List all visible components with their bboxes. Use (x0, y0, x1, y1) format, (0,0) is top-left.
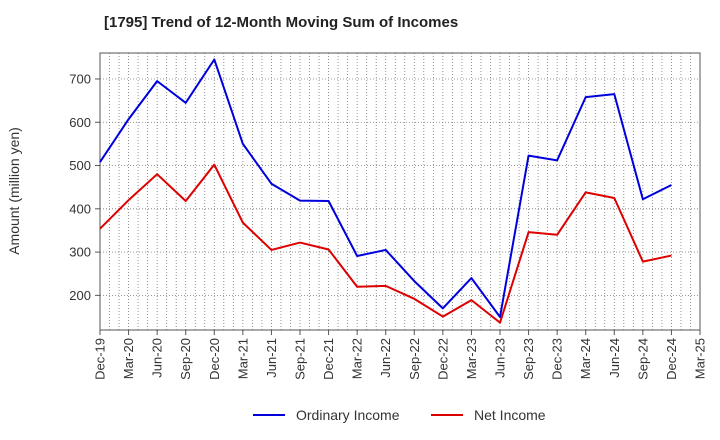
legend-label: Ordinary Income (296, 407, 400, 423)
x-tick-label: Mar-20 (121, 338, 136, 379)
grid (100, 53, 700, 330)
x-tick-label: Jun-21 (264, 338, 279, 378)
x-tick-label: Mar-21 (235, 338, 250, 379)
plot-frame (99, 52, 701, 331)
x-tick-label: Jun-24 (607, 338, 622, 378)
y-tick-label: 600 (69, 115, 91, 130)
x-tick-label: Sep-24 (635, 338, 650, 380)
x-tick-label: Mar-24 (578, 338, 593, 379)
x-tick-label: Sep-22 (407, 338, 422, 380)
legend-label: Net Income (474, 407, 546, 423)
x-tick-label: Mar-23 (464, 338, 479, 379)
x-tick-label: Sep-20 (178, 338, 193, 380)
x-tick-label: Dec-21 (321, 338, 336, 380)
series-line-net-income (99, 163, 672, 324)
y-tick-label: 400 (69, 201, 91, 216)
x-tick-label: Mar-25 (693, 338, 708, 379)
chart-title: [1795] Trend of 12-Month Moving Sum of I… (104, 14, 459, 31)
x-tick-label: Mar-22 (350, 338, 365, 379)
x-tick-label: Dec-20 (207, 338, 222, 380)
y-tick-label: 300 (69, 245, 91, 260)
y-tick-label: 200 (69, 288, 91, 303)
y-axis-label: Amount (million yen) (6, 127, 22, 255)
x-tick-label: Jun-20 (150, 338, 165, 378)
y-tick-label: 500 (69, 158, 91, 173)
x-tick-label: Sep-21 (293, 338, 308, 380)
y-axis-ticks: 200 300 400 500 600 700 (69, 71, 100, 303)
x-tick-label: Dec-24 (664, 338, 679, 380)
x-tick-label: Sep-23 (521, 338, 536, 380)
x-tick-label: Dec-19 (93, 338, 108, 380)
legend: Ordinary Income Net Income (253, 407, 546, 423)
series-layer (99, 58, 672, 324)
series-line-ordinary-income (99, 58, 672, 319)
x-tick-label: Jun-23 (493, 338, 508, 378)
y-tick-label: 700 (69, 71, 91, 86)
x-axis-ticks: Dec-19 Mar-20 Jun-20 Sep-20 Dec-20 Mar-21 Jun-… (93, 330, 708, 380)
x-tick-label: Dec-22 (435, 338, 450, 380)
x-tick-label: Dec-23 (550, 338, 565, 380)
x-tick-label: Jun-22 (378, 338, 393, 378)
